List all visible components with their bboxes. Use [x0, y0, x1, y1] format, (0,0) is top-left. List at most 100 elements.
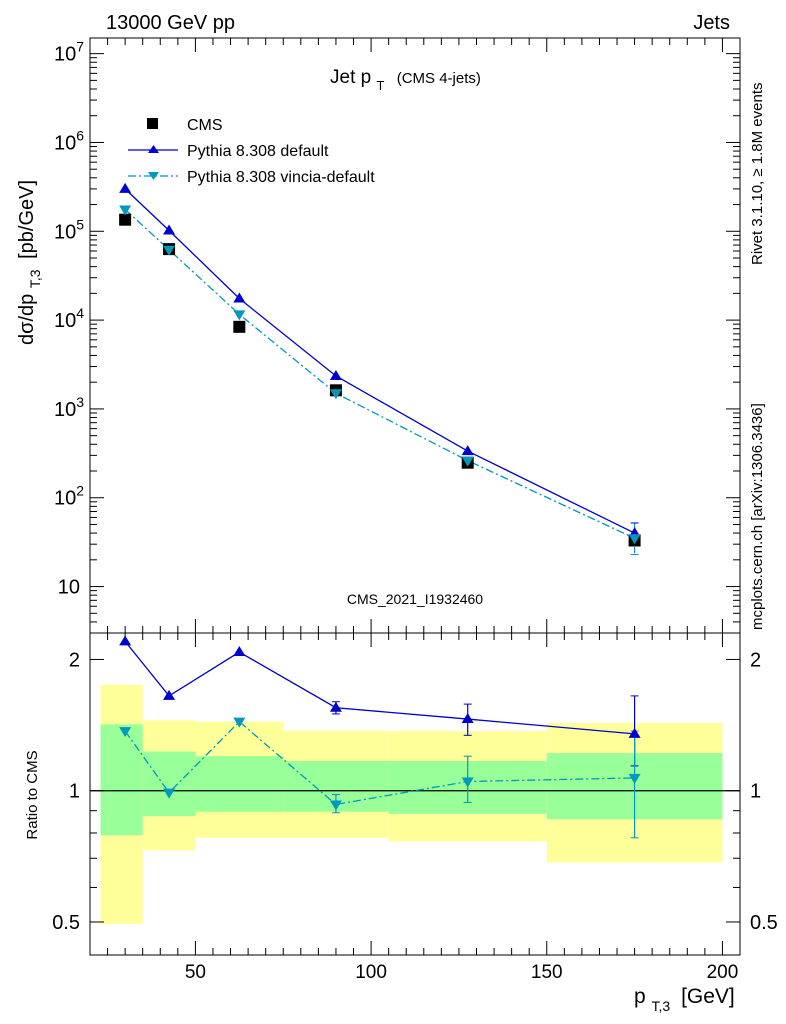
header-energy-label: 13000 GeV pp	[106, 12, 235, 34]
mcplots-reference-label: mcplots.cern.ch [arXiv:1306.3436]	[749, 403, 766, 630]
svg-text:Jet p T (CMS 4: Jet p T (CMS 4-jets)	[330, 67, 481, 95]
y-axis-label: dσ/dp T,3 [pb/GeV]	[16, 180, 45, 345]
chart-title-suffix: (CMS 4-jets)	[397, 70, 481, 87]
x-axis-label-sub: T,3	[652, 998, 671, 1014]
main-y-tick-label-base: 10	[54, 221, 76, 243]
main-y-tick-label-base: 10	[54, 132, 76, 154]
x-axis-label-main: p	[634, 985, 646, 1008]
ratio-bands	[100, 684, 723, 924]
main-y-tick-label-exp: 4	[76, 305, 84, 321]
ratio-y-tick-label-right: 0.5	[750, 912, 778, 934]
main-y-tick-label-base: 10	[58, 577, 80, 599]
series-line-1	[124, 188, 635, 534]
ratio-point-default	[461, 713, 474, 724]
header-jets-label: Jets	[693, 12, 730, 34]
x-axis-label-unit: [GeV]	[681, 985, 735, 1008]
data-point-vincia	[119, 205, 132, 216]
legend-marker-vincia	[148, 172, 159, 180]
data-point-vincia	[163, 245, 176, 256]
x-tick-label: 200	[707, 962, 739, 983]
data-point-cms	[233, 320, 246, 333]
ratio-point-default	[119, 635, 132, 646]
main-y-tick-label: 10	[58, 577, 80, 599]
ratio-point-default	[163, 689, 176, 700]
ratio-series-line-1	[124, 720, 635, 806]
y-axis-label-unit: [pb/GeV]	[16, 180, 38, 259]
ratio-y-tick-label-right: 2	[750, 649, 761, 671]
ratio-y-tick-label: 0.5	[52, 912, 80, 934]
ratio-band-green	[195, 756, 284, 812]
svg-text:p T,3 [GeV]: p T,3 [GeV]	[634, 985, 735, 1016]
main-y-tick-label: 102	[54, 483, 84, 510]
ratio-band-green	[142, 751, 196, 817]
ratio-y-axis-label: Ratio to CMS	[24, 750, 41, 839]
legend-marker-cms	[147, 118, 158, 129]
main-y-tick-label: 105	[54, 216, 84, 243]
chart-title-text: Jet p	[330, 67, 371, 88]
ratio-series-line-0	[124, 641, 635, 735]
ratio-point-default	[628, 727, 641, 738]
x-tick-label: 50	[185, 962, 206, 983]
ratio-data-marks	[119, 635, 641, 839]
chart-title: Jet p T (CMS 4-jets)	[330, 67, 481, 95]
main-y-tick-label-exp: 2	[76, 483, 84, 499]
data-point-vincia	[233, 310, 246, 321]
main-y-tick-label-base: 10	[54, 488, 76, 510]
y-axis-label-main: dσ/dp	[16, 294, 38, 345]
ratio-y-tick-labels: 0.5 0.5 1 1 2 2	[52, 649, 778, 934]
data-point-default	[329, 369, 342, 380]
ratio-point-vincia	[329, 800, 342, 811]
ratio-point-vincia	[119, 727, 132, 738]
data-point-default	[233, 292, 246, 303]
main-ticks	[90, 38, 740, 634]
main-y-tick-label-exp: 5	[76, 216, 84, 232]
ratio-point-vincia	[461, 777, 474, 788]
main-y-tick-label: 106	[54, 127, 84, 154]
ratio-y-tick-label: 1	[69, 781, 80, 803]
data-point-cms	[119, 213, 132, 226]
ratio-ticks	[90, 633, 740, 955]
legend-marker-default	[148, 145, 159, 153]
ratio-band-green	[100, 724, 143, 836]
svg-text:dσ/dp T,3 [pb/: dσ/dp T,3 [pb/GeV]	[16, 180, 45, 345]
rivet-version-label: Rivet 3.1.10, ≥ 1.8M events	[749, 83, 766, 266]
main-y-tick-label-exp: 7	[76, 39, 84, 55]
main-y-tick-label-base: 10	[54, 310, 76, 332]
x-tick-label: 150	[531, 962, 563, 983]
main-y-tick-label-exp: 3	[76, 394, 84, 410]
ratio-point-vincia	[163, 788, 176, 799]
ratio-point-vincia	[628, 773, 641, 784]
ratio-frame	[89, 632, 741, 956]
chart-title-sub: T	[376, 78, 384, 93]
legend-label-cms: CMS	[187, 117, 223, 134]
data-point-default	[119, 182, 132, 193]
x-axis-label: p T,3 [GeV]	[634, 985, 735, 1016]
main-data-marks	[119, 182, 641, 555]
data-point-vincia	[628, 534, 641, 545]
x-tick-labels: 50 100 150 200	[185, 962, 738, 983]
ratio-y-tick-label: 2	[69, 649, 80, 671]
data-point-vincia	[329, 389, 342, 400]
ratio-panel: 0.5 0.5 1 1 2 2 50 100 150 200 Ratio to CMS p T,…	[24, 632, 778, 1016]
series-line-2	[124, 208, 635, 539]
main-y-tick-label: 107	[54, 39, 84, 66]
data-point-default	[461, 445, 474, 456]
data-point-default	[163, 224, 176, 235]
data-point-vincia	[461, 456, 474, 467]
main-y-tick-label: 103	[54, 394, 84, 421]
watermark: CMS_2021_I1932460	[347, 591, 483, 607]
main-y-tick-label: 104	[54, 305, 84, 332]
main-y-tick-label-base: 10	[54, 44, 76, 66]
y-axis-label-sub: T,3	[27, 269, 43, 288]
legend-label-default: Pythia 8.308 default	[187, 143, 329, 160]
x-tick-label: 100	[355, 962, 387, 983]
ratio-y-tick-label-right: 1	[750, 781, 761, 803]
ratio-point-vincia	[233, 717, 246, 728]
main-y-tick-label-exp: 6	[76, 127, 84, 143]
legend-label-vincia: Pythia 8.308 vincia-default	[187, 169, 375, 186]
legend: CMS Pythia 8.308 default Pythia 8.308 vi…	[128, 117, 375, 186]
main-y-tick-label-base: 10	[54, 399, 76, 421]
